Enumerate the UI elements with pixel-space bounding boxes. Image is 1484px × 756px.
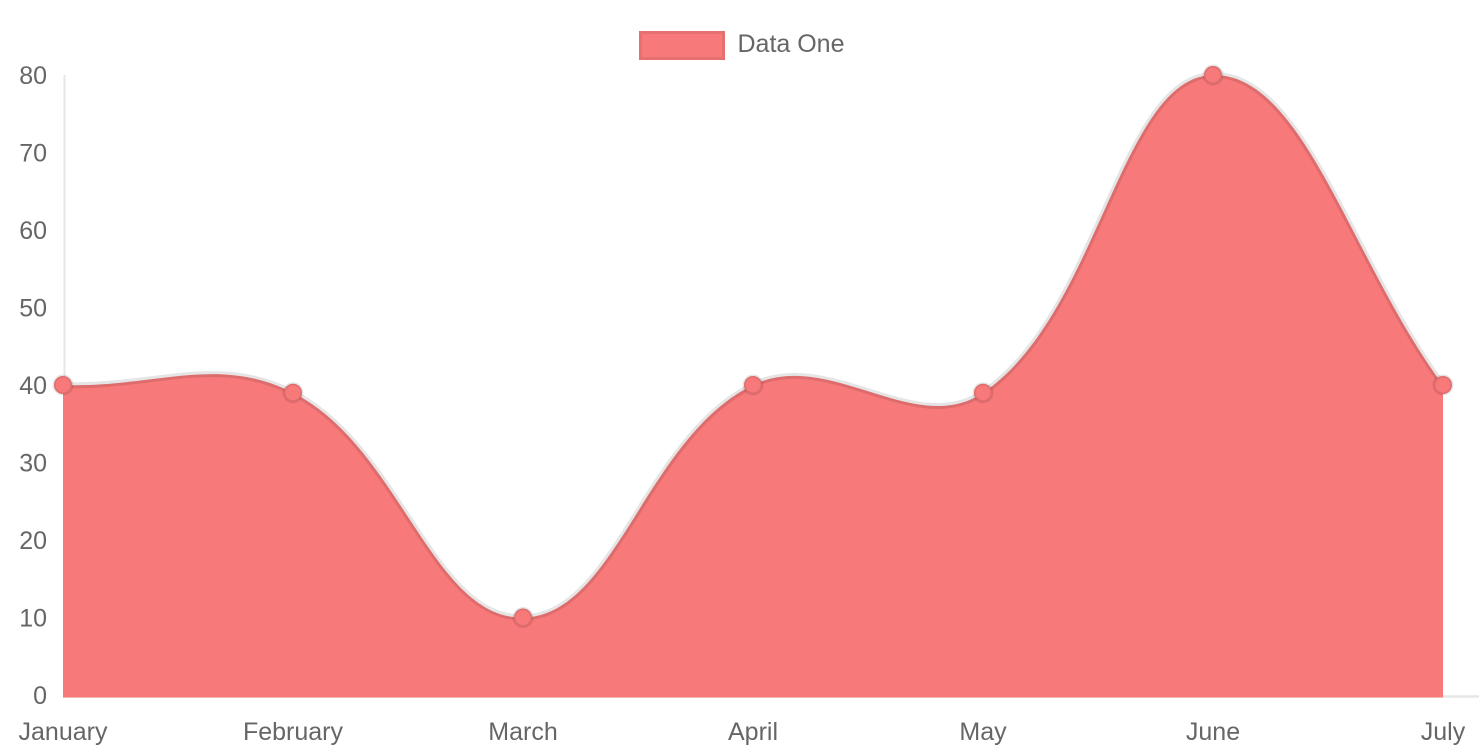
y-tick-label-40: 40	[19, 372, 47, 400]
y-tick-label-30: 30	[19, 450, 47, 478]
data-point-april[interactable]	[742, 374, 764, 396]
y-tick-label-80: 80	[19, 62, 47, 90]
x-tick-label-march: March	[488, 718, 557, 746]
y-tick-label-60: 60	[19, 217, 47, 245]
data-point-may[interactable]	[972, 382, 994, 404]
legend-color-box	[639, 31, 726, 60]
data-point-march[interactable]	[512, 607, 534, 628]
x-tick-label-june: June	[1186, 718, 1240, 746]
y-tick-label-50: 50	[19, 295, 47, 323]
y-tick-label-0: 0	[33, 682, 47, 710]
y-tick-label-10: 10	[19, 605, 47, 633]
x-tick-label-february: February	[243, 718, 344, 746]
x-tick-label-may: May	[959, 718, 1007, 746]
x-tick-label-july: July	[1421, 718, 1466, 746]
data-point-june[interactable]	[1202, 64, 1224, 86]
x-tick-label-april: April	[728, 718, 778, 746]
legend-label: Data One	[737, 30, 845, 58]
y-tick-label-20: 20	[19, 527, 47, 555]
data-point-february[interactable]	[282, 382, 304, 404]
data-point-january[interactable]	[52, 374, 74, 396]
data-point-july[interactable]	[1432, 374, 1454, 396]
y-tick-label-70: 70	[19, 140, 47, 168]
x-tick-label-january: January	[19, 718, 108, 746]
legend[interactable]: Data One	[0, 31, 1484, 60]
